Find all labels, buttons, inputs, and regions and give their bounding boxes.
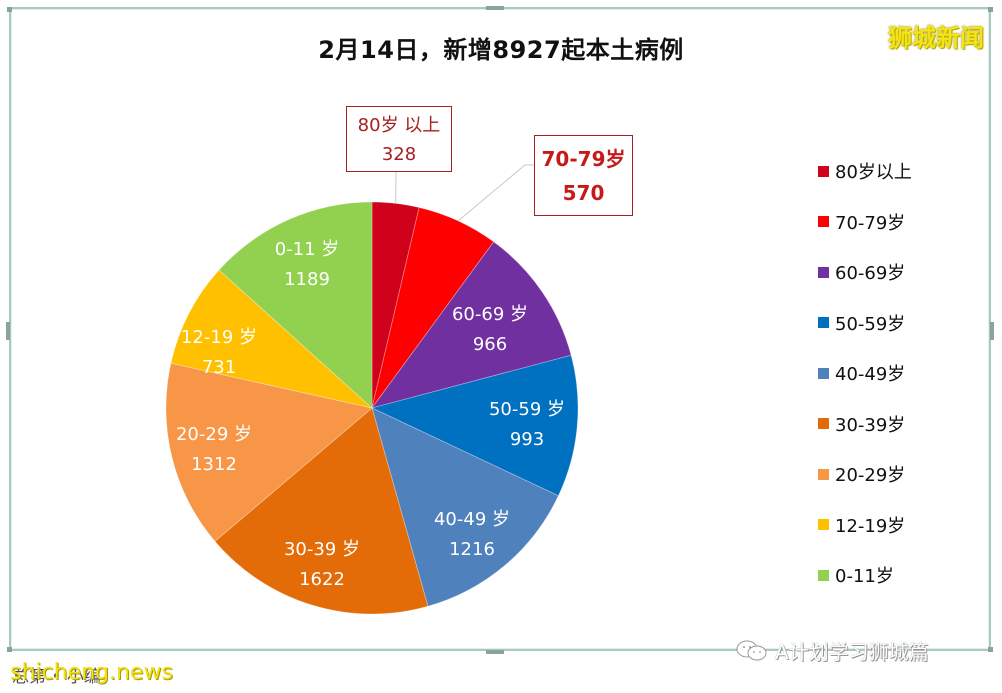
legend-swatch [818, 569, 829, 581]
wechat-watermark: A计划学习狮城篇 [735, 636, 929, 665]
slice-label: 50-59 岁 993 [489, 395, 565, 455]
legend-swatch [818, 418, 829, 430]
legend-item-0-11: 0-11岁 [818, 550, 912, 601]
resize-handle-left[interactable] [6, 322, 10, 340]
slice-label-category: 30-39 岁 [283, 539, 361, 560]
pie-slice-50-59岁 [370, 354, 579, 497]
legend-label: 60-69岁 [835, 263, 906, 285]
legend-label: 0-11岁 [835, 566, 894, 588]
resize-handle-top-left[interactable] [7, 7, 12, 12]
resize-handle-bottom-left[interactable] [7, 647, 12, 652]
legend-label: 70-79岁 [835, 212, 906, 234]
slice-label-value: 1622 [299, 569, 345, 590]
legend-label: 20-29岁 [835, 465, 906, 487]
slice-label: 0-11 岁 1189 [275, 235, 340, 295]
legend-swatch [818, 468, 829, 480]
pie-slice-30-39岁 [214, 407, 429, 615]
legend-item-12-19: 12-19岁 [818, 500, 912, 551]
callout-80-plus-label: 80岁 以上 [357, 115, 441, 136]
slice-label-category: 12-19 岁 [180, 327, 258, 348]
site-watermark: 总第 • 小编 shicheng.news [10, 660, 173, 687]
legend-item-40-49: 40-49岁 [818, 348, 912, 399]
callout-80-plus: 80岁 以上 328 [346, 106, 452, 172]
slice-label-category: 50-59 岁 [488, 399, 566, 420]
legend-swatch [818, 266, 829, 278]
resize-handle-bottom-right[interactable] [988, 647, 993, 652]
legend-item-50-59: 50-59岁 [818, 298, 912, 349]
slice-label: 40-49 岁 1216 [434, 505, 510, 565]
legend-item-20-29: 20-29岁 [818, 449, 912, 500]
legend-item-30-39: 30-39岁 [818, 399, 912, 450]
chart-title: 2月14日，新增8927起本土病例 [318, 36, 684, 64]
legend-label: 40-49岁 [835, 364, 906, 386]
legend-label: 80岁以上 [835, 162, 912, 184]
legend-item-70-79: 70-79岁 [818, 197, 912, 248]
wechat-watermark-text: A计划学习狮城篇 [775, 640, 929, 664]
legend-label: 12-19岁 [835, 515, 906, 537]
slice-label-value: 1216 [449, 539, 495, 560]
slice-label-value: 966 [472, 334, 508, 355]
slice-label: 30-39 岁 1622 [284, 535, 360, 595]
leader-line-70-79 [457, 164, 534, 222]
pie-slice-0-11岁 [218, 201, 373, 409]
chart-legend: 80岁以上 70-79岁 60-69岁 50-59岁 40-49岁 30-39岁… [818, 146, 912, 601]
brand-watermark: 狮城新闻 [888, 24, 984, 52]
legend-swatch [818, 367, 829, 379]
resize-handle-top[interactable] [486, 6, 504, 10]
legend-label: 50-59岁 [835, 313, 906, 335]
pie-slice-70-79岁 [371, 206, 495, 409]
resize-handle-right[interactable] [990, 322, 994, 340]
slice-label: 60-69 岁 966 [452, 300, 528, 360]
slice-label-category: 60-69 岁 [451, 304, 529, 325]
slice-label-category: 40-49 岁 [433, 509, 511, 530]
legend-item-80-plus: 80岁以上 [818, 146, 912, 197]
callout-70-79-label: 70-79岁 [541, 147, 626, 171]
legend-item-60-69: 60-69岁 [818, 247, 912, 298]
legend-swatch [818, 165, 829, 177]
slice-label-category: 20-29 岁 [175, 424, 253, 445]
site-watermark-text: shicheng.news [10, 660, 173, 685]
slice-label-value: 1189 [284, 269, 330, 290]
legend-swatch [818, 216, 829, 228]
callout-70-79: 70-79岁 570 [534, 135, 633, 216]
wechat-icon [736, 640, 767, 660]
resize-handle-bottom[interactable] [486, 650, 504, 654]
callout-80-plus-value: 328 [381, 144, 417, 165]
slice-label-value: 731 [201, 357, 237, 378]
resize-handle-top-right[interactable] [988, 7, 993, 12]
pie-slice-60-69岁 [371, 241, 572, 409]
callout-70-79-value: 570 [562, 181, 605, 205]
slice-label: 12-19 岁 731 [181, 323, 257, 383]
pie-slice-40-49岁 [371, 407, 559, 607]
legend-swatch [818, 519, 829, 531]
legend-label: 30-39岁 [835, 414, 906, 436]
legend-swatch [818, 317, 829, 329]
slice-label-value: 993 [509, 429, 545, 450]
slice-label-value: 1312 [191, 454, 237, 475]
pie-slice-20-29岁 [165, 362, 373, 542]
editor-credit: 总第 • 小编 [12, 667, 101, 687]
pie-slice-12-19岁 [170, 269, 374, 409]
slice-label-category: 0-11 岁 [274, 239, 340, 260]
slice-label: 20-29 岁 1312 [176, 420, 252, 480]
